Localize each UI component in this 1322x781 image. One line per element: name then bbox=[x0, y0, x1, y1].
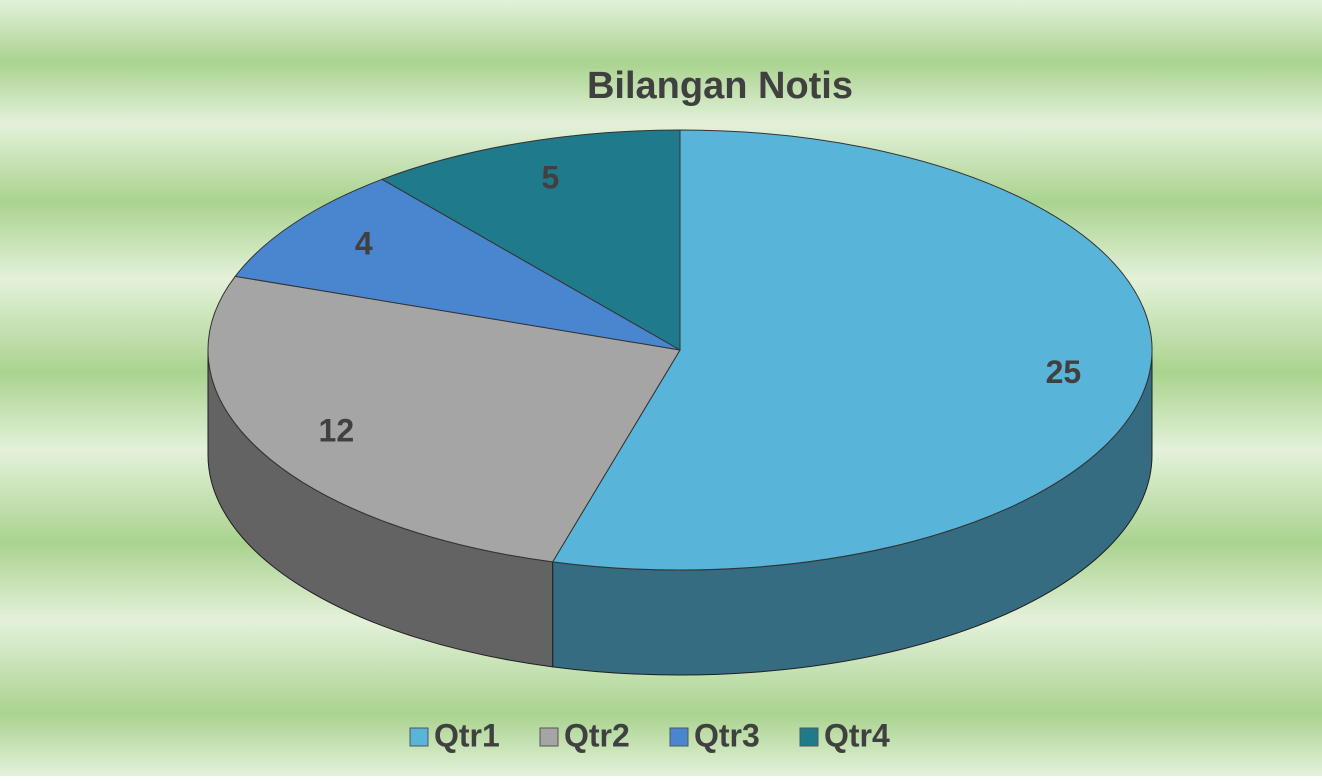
legend-swatch bbox=[409, 727, 429, 747]
chart-title: Bilangan Notis bbox=[587, 65, 853, 107]
data-label: 5 bbox=[541, 159, 559, 195]
pie-slice bbox=[234, 178, 681, 351]
pie-slice bbox=[207, 275, 681, 563]
data-label: 25 bbox=[1046, 354, 1082, 390]
data-label: 12 bbox=[319, 412, 355, 448]
legend-label: Qtr1 bbox=[434, 717, 500, 753]
legend-swatch bbox=[539, 727, 559, 747]
legend-label: Qtr3 bbox=[694, 717, 760, 753]
legend-swatch bbox=[669, 727, 689, 747]
legend-label: Qtr4 bbox=[824, 717, 890, 753]
legend-swatch bbox=[799, 727, 819, 747]
legend-label: Qtr2 bbox=[564, 717, 630, 753]
data-label: 4 bbox=[355, 225, 373, 261]
pie-slice bbox=[551, 129, 1153, 571]
pie-slice bbox=[380, 129, 681, 351]
